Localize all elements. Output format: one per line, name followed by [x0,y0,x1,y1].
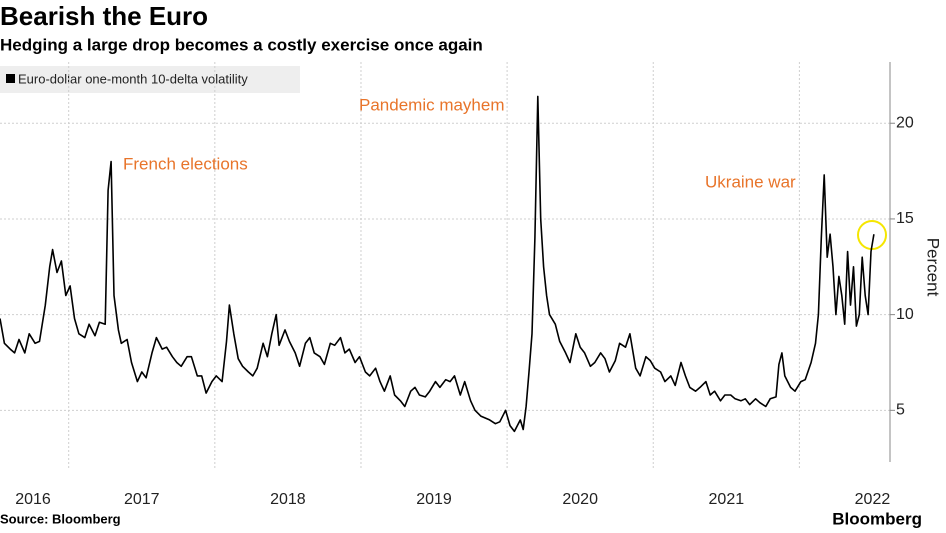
x-tick-label: 2022 [855,491,891,508]
chart-subtitle: Hedging a large drop becomes a costly ex… [0,35,483,54]
x-tick-label: 2016 [15,491,51,508]
brand: Bloomberg [832,509,922,528]
annotation: Pandemic mayhem [359,95,505,114]
x-tick-label: 2019 [416,491,452,508]
x-tick-label: 2020 [562,491,598,508]
series-line [0,95,875,433]
x-tick-label: 2018 [270,491,306,508]
source: Source: Bloomberg [0,511,121,526]
legend-swatch [6,74,15,83]
x-tick-label: 2021 [709,491,745,508]
y-axis-label: Percent [924,238,943,297]
chart-title: Bearish the Euro [0,1,208,31]
y-tick-label: 15 [896,210,914,227]
legend-box [0,66,300,93]
y-tick-label: 20 [896,114,914,131]
y-tick-label: 10 [896,306,914,323]
y-tick-label: 5 [896,402,905,419]
legend-label: Euro-dollar one-month 10-delta volatilit… [18,71,248,86]
annotation: Ukraine war [705,172,796,191]
annotation: French elections [123,154,248,173]
x-tick-label: 2017 [124,491,160,508]
